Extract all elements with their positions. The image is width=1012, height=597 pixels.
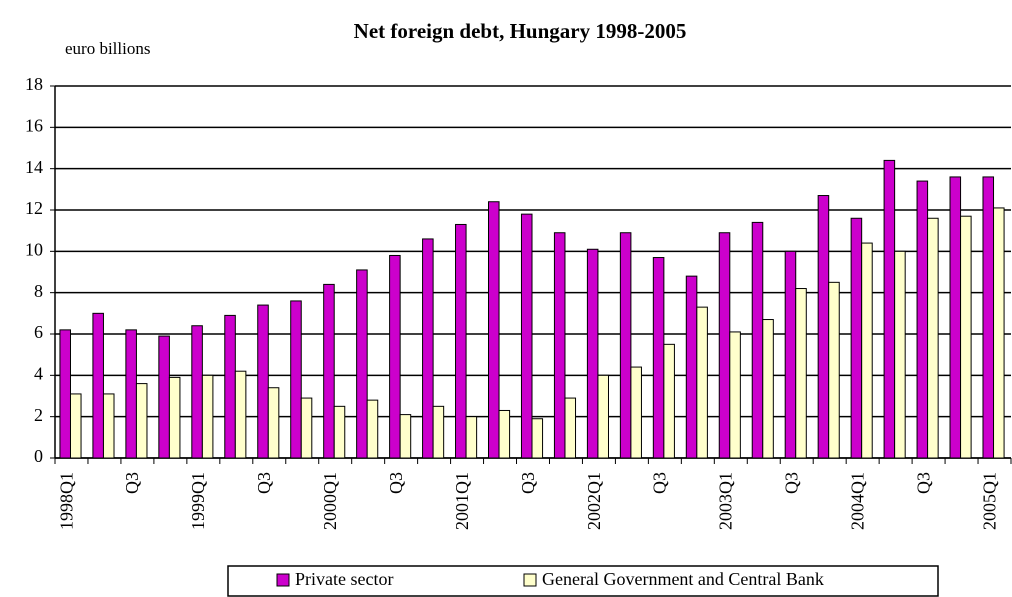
chart-title: Net foreign debt, Hungary 1998-2005	[354, 19, 687, 43]
bar	[883, 159, 896, 459]
bar	[696, 306, 708, 459]
bar	[323, 283, 335, 459]
bar	[586, 248, 599, 459]
bar	[234, 370, 247, 459]
x-tick-label: Q3	[782, 472, 802, 494]
y-tick-label: 0	[34, 446, 43, 466]
x-tick-label: 2000Q1	[320, 472, 340, 530]
legend-swatch	[276, 573, 290, 587]
bar	[432, 405, 445, 459]
bar	[619, 232, 632, 459]
bar	[290, 300, 302, 459]
bar	[685, 275, 698, 459]
legend-label: General Government and Central Bank	[542, 569, 824, 589]
y-tick-label: 12	[25, 198, 43, 218]
bar	[366, 399, 379, 459]
bar	[59, 329, 71, 459]
bar	[828, 281, 840, 459]
bar	[663, 343, 675, 459]
bar	[652, 257, 665, 459]
bar	[92, 312, 104, 459]
bar	[850, 217, 863, 459]
x-tick-label: 1998Q1	[56, 472, 76, 530]
bar	[597, 374, 609, 459]
x-tick-label: 2005Q1	[979, 472, 999, 530]
bar	[531, 418, 544, 459]
bar	[135, 383, 148, 459]
bar	[69, 393, 82, 459]
x-tick-label: Q3	[650, 472, 670, 494]
bar	[520, 213, 533, 459]
bar	[630, 366, 642, 459]
y-tick-label: 18	[25, 74, 43, 94]
bar	[102, 393, 115, 459]
x-tick-label: Q3	[254, 472, 274, 494]
bar	[553, 232, 566, 459]
bar	[729, 331, 741, 459]
bar	[487, 201, 500, 459]
bar	[927, 217, 939, 459]
y-axis-label: euro billions	[65, 39, 150, 58]
bar	[399, 414, 412, 459]
x-tick-label: Q3	[386, 472, 406, 494]
bar	[168, 376, 181, 459]
x-tick-label: 2001Q1	[452, 472, 472, 530]
y-tick-label: 2	[34, 405, 43, 425]
bar	[300, 397, 313, 459]
x-tick-label: 2002Q1	[584, 472, 604, 530]
bar	[267, 387, 280, 459]
x-tick-label: Q3	[913, 472, 933, 494]
bar	[455, 223, 467, 459]
bar	[751, 221, 764, 459]
bar	[356, 269, 368, 459]
bar	[960, 215, 972, 459]
y-tick-label: 10	[25, 239, 43, 259]
bar	[861, 242, 873, 459]
bar	[257, 304, 269, 459]
bar	[465, 416, 478, 459]
bar	[333, 405, 346, 459]
y-tick-label: 4	[34, 363, 43, 383]
bar	[784, 250, 797, 459]
bar	[125, 329, 137, 459]
legend-label: Private sector	[295, 569, 393, 589]
bar	[949, 176, 962, 459]
y-tick-label: 16	[25, 115, 43, 135]
x-tick-label: 2003Q1	[716, 472, 736, 530]
x-tick-label: 2004Q1	[847, 472, 867, 530]
bar	[916, 180, 929, 459]
bar	[795, 288, 807, 459]
bar	[422, 238, 434, 459]
legend-box	[227, 565, 939, 597]
bar	[224, 314, 236, 459]
bar	[718, 232, 731, 459]
y-tick-label: 8	[34, 281, 43, 301]
x-tick-label: 1999Q1	[188, 472, 208, 530]
bar	[389, 254, 401, 459]
bar	[191, 325, 203, 459]
bar	[762, 319, 774, 459]
x-tick-label: Q3	[518, 472, 538, 494]
bar	[894, 250, 906, 459]
x-tick-label: Q3	[122, 472, 142, 494]
legend-swatch	[523, 573, 537, 587]
bar	[158, 335, 170, 459]
y-tick-label: 14	[25, 157, 43, 177]
bar	[564, 397, 577, 459]
bar	[498, 409, 511, 459]
bar	[993, 207, 1005, 459]
bar	[817, 195, 830, 459]
bar	[201, 374, 214, 459]
bar	[982, 176, 995, 459]
y-tick-label: 6	[34, 322, 43, 342]
